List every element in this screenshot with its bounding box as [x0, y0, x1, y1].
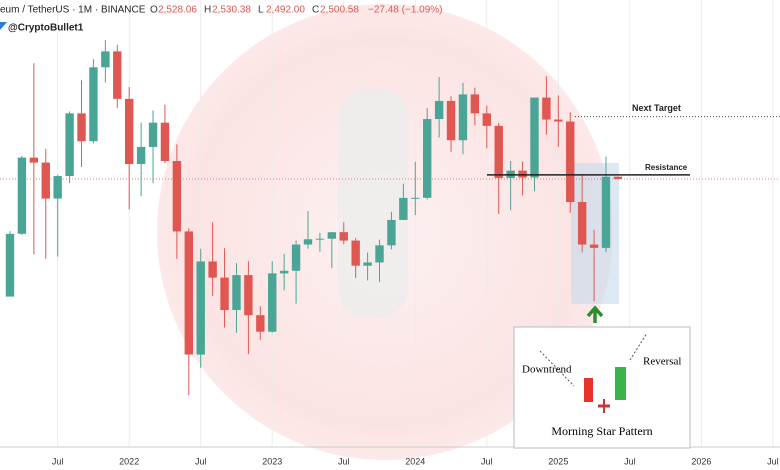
candle-body	[101, 51, 110, 68]
candle-body	[160, 122, 170, 162]
resistance-label: Resistance	[645, 163, 688, 172]
inset-arrow	[539, 350, 575, 387]
candle-body	[220, 277, 229, 311]
candle-body	[53, 176, 62, 199]
ohlc-value: 2,492.00	[266, 5, 305, 16]
candle-body	[351, 240, 360, 266]
x-tick-label: Jul	[195, 456, 207, 466]
change: −27.48 (−1.09%)	[368, 5, 443, 16]
candle-body	[327, 232, 337, 239]
x-tick-label: 2026	[691, 456, 711, 466]
candle-body	[589, 244, 599, 248]
inset-candle	[615, 367, 626, 400]
candle-body	[41, 162, 50, 199]
x-tick-label: 2022	[119, 456, 139, 466]
candle-body	[5, 233, 15, 297]
candle-body	[434, 100, 444, 120]
candle-body	[387, 219, 396, 246]
candle-body	[113, 51, 122, 99]
ohlc-value: 2,530.38	[212, 5, 251, 16]
ohlc-key: C	[312, 5, 319, 16]
candle-body	[256, 315, 265, 332]
candle-body	[482, 113, 491, 126]
candle-body	[89, 67, 98, 142]
candle-body	[470, 94, 480, 114]
ohlc-key: H	[204, 5, 211, 16]
inset-label: Reversal	[643, 356, 681, 368]
candle-body	[423, 119, 432, 198]
inset: Downtrend Reversal Morning Star Pattern	[513, 326, 691, 449]
x-tick-label: Jul	[767, 456, 779, 466]
inset-box	[513, 326, 691, 449]
candle-body	[577, 202, 587, 245]
candle-body	[279, 270, 289, 274]
x-tick-label: 2024	[405, 456, 425, 466]
candle-body	[446, 100, 456, 141]
candle-body	[494, 125, 503, 178]
candle-body	[268, 273, 277, 332]
candle-body	[184, 231, 193, 355]
candle-body	[172, 161, 182, 232]
author: @CryptoBullet1	[8, 23, 84, 34]
ohlc-value: 2,528.06	[158, 5, 197, 16]
candle-body	[399, 197, 408, 220]
x-tick-label: Jul	[624, 456, 636, 466]
candle-body	[339, 232, 348, 241]
candle-body	[458, 94, 468, 141]
x-tick-label: 2025	[548, 456, 568, 466]
candle-body	[148, 122, 158, 147]
x-tick-label: 2023	[262, 456, 282, 466]
inset-label: Downtrend	[522, 364, 572, 376]
candle-body	[363, 262, 372, 266]
watermark	[338, 88, 408, 318]
candle-body	[411, 197, 420, 199]
candle-body	[196, 261, 205, 355]
candle-body	[125, 98, 134, 165]
candle-body	[29, 157, 39, 163]
candle-body	[315, 238, 325, 240]
candle-body	[303, 239, 313, 245]
ohlc-value: 2,500.58	[320, 5, 359, 16]
candle-body	[244, 275, 253, 316]
x-tick-label: Jul	[481, 456, 493, 466]
candle-body	[542, 97, 551, 120]
candle-body	[566, 121, 575, 203]
candle-body	[65, 113, 74, 177]
candle-body	[208, 261, 217, 278]
symbol: eum / TetherUS · 1M · BINANCE	[0, 5, 146, 16]
ohlc-key: O	[150, 5, 158, 16]
x-tick-label: Jul	[338, 456, 350, 466]
target-label: Next Target	[632, 103, 681, 113]
candle-body	[601, 176, 611, 248]
inset-candle	[584, 378, 593, 402]
candle-body	[136, 146, 146, 165]
candle-body	[518, 170, 527, 178]
candle-body	[613, 176, 623, 179]
x-tick-label: Jul	[52, 456, 64, 466]
ohlc-key: L	[258, 5, 264, 16]
candle-body	[232, 275, 241, 311]
candle-body	[291, 244, 301, 271]
candle-body	[77, 113, 86, 142]
arrow-up	[586, 305, 604, 323]
candle-body	[554, 119, 563, 122]
candle-body	[375, 245, 384, 263]
candle-body	[530, 97, 539, 178]
inset-arrow	[629, 332, 648, 361]
author-icon	[0, 22, 7, 30]
candle-body	[17, 157, 27, 234]
inset-title: Morning Star Pattern	[551, 424, 652, 438]
